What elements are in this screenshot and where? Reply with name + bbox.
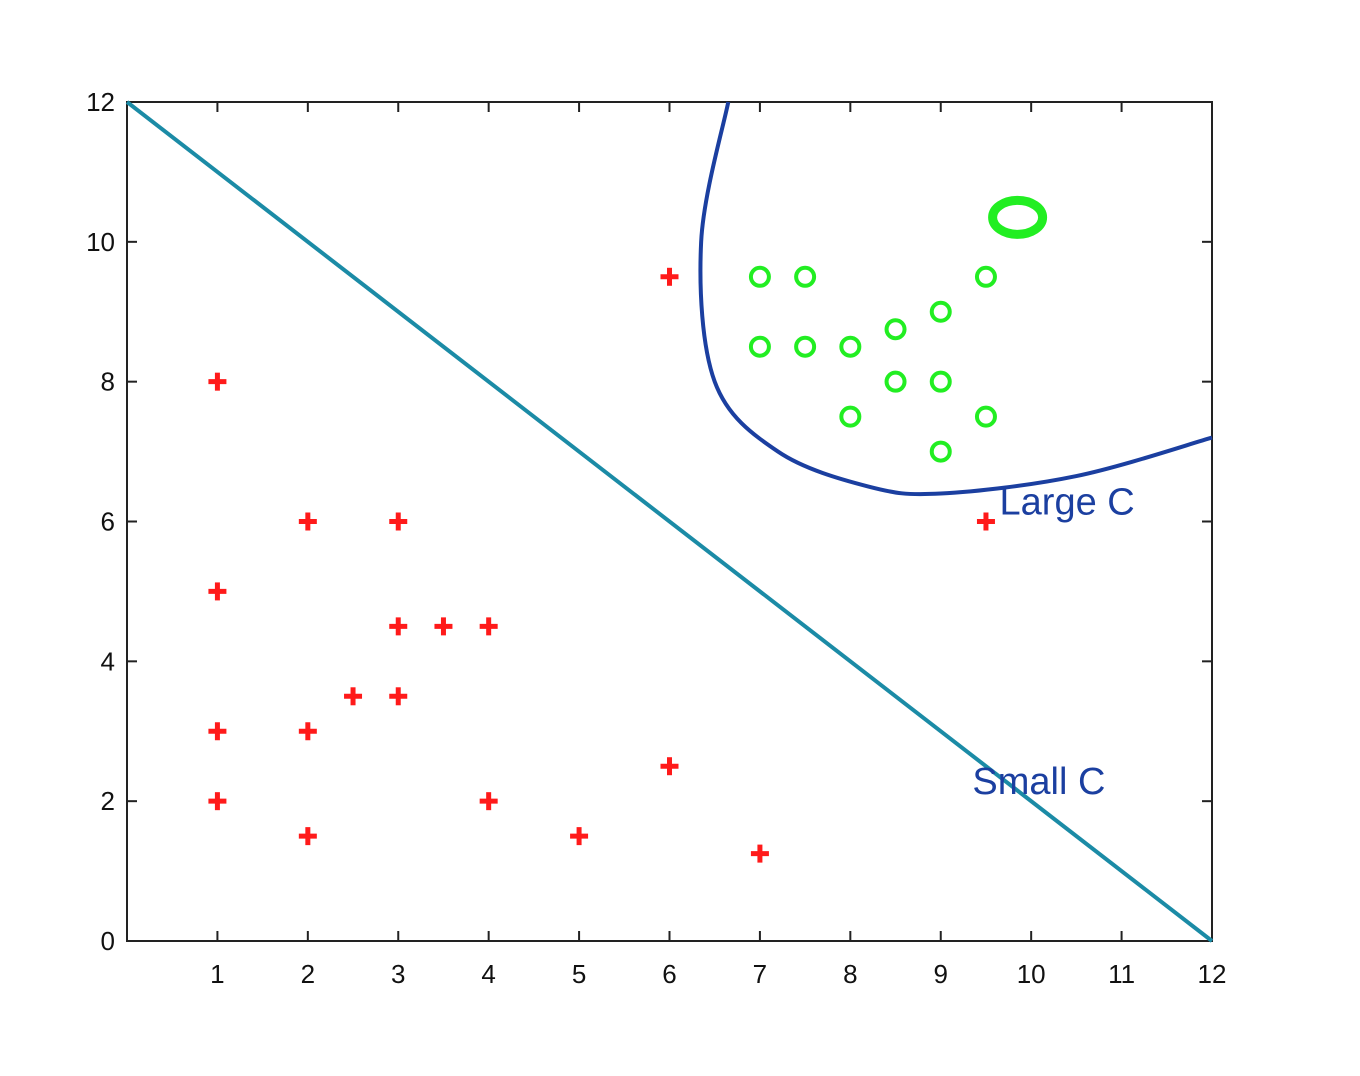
plus-marker <box>208 722 227 741</box>
data-points <box>208 195 1048 863</box>
annotations: Large C Small C <box>972 482 1134 804</box>
boundary-small-c <box>125 100 1214 943</box>
plus-marker <box>570 827 589 846</box>
plus-marker <box>434 617 453 636</box>
x-tick-label: 12 <box>1198 959 1227 989</box>
circle-marker <box>794 265 817 288</box>
plus-marker <box>389 512 408 531</box>
y-tick-label: 12 <box>86 87 115 117</box>
plus-marker <box>298 512 317 531</box>
x-tick-label: 9 <box>934 959 948 989</box>
x-tick-label: 8 <box>843 959 857 989</box>
y-tick-label: 6 <box>101 507 115 537</box>
y-tick-label: 2 <box>101 786 115 816</box>
annotation-small-c: Small C <box>972 761 1105 803</box>
x-tick-label: 3 <box>391 959 405 989</box>
decision-boundaries <box>125 100 1214 943</box>
y-tick-label: 4 <box>101 646 115 676</box>
plus-marker <box>479 617 498 636</box>
x-tick-label: 5 <box>572 959 586 989</box>
plus-marker <box>208 792 227 811</box>
circle-marker <box>884 318 907 341</box>
annotation-large-c: Large C <box>1000 482 1135 524</box>
boundary-large-c <box>698 101 1213 497</box>
x-tick-label: 4 <box>481 959 495 989</box>
y-tick-label: 8 <box>101 367 115 397</box>
circle-marker <box>929 370 952 393</box>
x-tick-label: 2 <box>301 959 315 989</box>
plus-marker <box>389 617 408 636</box>
x-tick-label: 10 <box>1017 959 1046 989</box>
plus-marker <box>750 844 769 863</box>
plus-marker <box>479 792 498 811</box>
circle-marker <box>794 335 817 358</box>
y-tick-label: 10 <box>86 227 115 257</box>
circle-marker <box>748 335 771 358</box>
plus-marker <box>344 687 363 706</box>
plus-marker <box>208 372 227 391</box>
circle-marker <box>839 405 862 428</box>
circle-marker <box>748 265 771 288</box>
circle-marker <box>884 370 907 393</box>
circle-marker <box>929 440 952 463</box>
circle-marker <box>929 300 952 323</box>
plus-marker <box>660 267 679 286</box>
x-tick-label: 1 <box>210 959 224 989</box>
plus-marker <box>298 722 317 741</box>
plus-marker <box>208 582 227 601</box>
circle-marker <box>974 405 997 428</box>
plus-marker <box>389 687 408 706</box>
circle-marker <box>839 335 862 358</box>
x-tick-label: 6 <box>662 959 676 989</box>
plus-marker <box>660 757 679 776</box>
plus-marker <box>976 512 995 531</box>
y-tick-label: 0 <box>101 926 115 956</box>
x-tick-label: 7 <box>753 959 767 989</box>
new-point-marker <box>988 195 1048 239</box>
circle-marker <box>974 265 997 288</box>
plus-marker <box>298 827 317 846</box>
x-tick-label: 11 <box>1108 959 1135 989</box>
